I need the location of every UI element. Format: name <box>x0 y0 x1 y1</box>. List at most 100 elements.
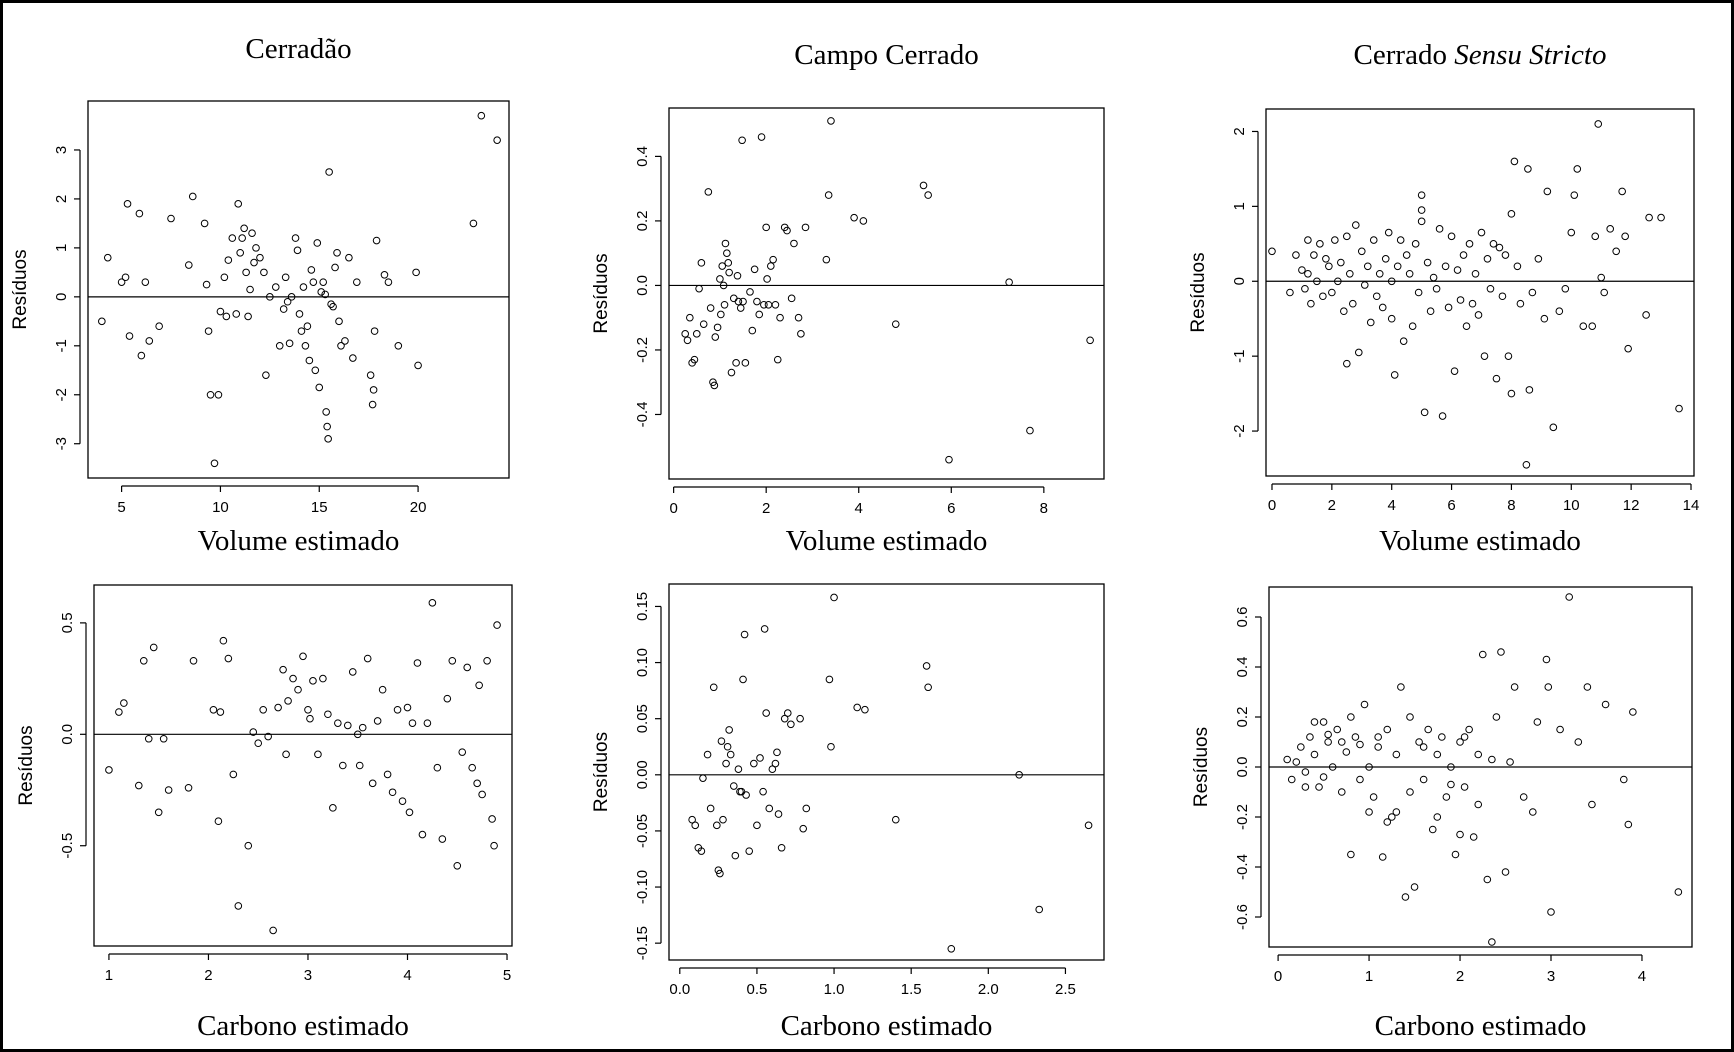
scatter-point <box>718 262 727 270</box>
y-tick-label: 0.00 <box>634 760 651 789</box>
scatter-point <box>483 656 491 665</box>
scatter-point <box>210 459 219 468</box>
scatter-point <box>859 217 868 225</box>
y-tick-label: -0.5 <box>59 833 76 859</box>
scatter-point <box>368 779 377 788</box>
scatter-point <box>307 266 316 274</box>
scatter-point <box>825 675 834 684</box>
scatter-point <box>1414 288 1423 297</box>
scatter-point <box>232 310 241 318</box>
scatter-point <box>945 455 953 464</box>
scatter-point <box>750 759 758 768</box>
panel-6: Carbono estimado Resíduos 0 1 2 3 4 -0.6 -0.4 -0.… <box>1191 586 1693 1042</box>
scatter-point <box>1438 412 1447 420</box>
scatter-point <box>1365 808 1373 816</box>
scatter-point <box>1297 743 1305 751</box>
scatter-point <box>343 721 352 730</box>
y-tick-label: -0.4 <box>1234 854 1251 880</box>
y-axis-label: Resíduos <box>591 732 612 812</box>
scatter-point <box>1392 808 1401 816</box>
scatter-point <box>254 739 263 748</box>
x-tick-label: 14 <box>1683 497 1700 514</box>
scatter-point <box>717 737 726 745</box>
scatter-point <box>1351 733 1360 741</box>
chart-title: Cerradão <box>245 33 351 65</box>
scatter-point <box>1405 269 1414 278</box>
scatter-point <box>358 723 367 732</box>
y-tick-label: -2 <box>53 388 70 401</box>
scatter-point <box>1471 269 1480 278</box>
scatter-point <box>1601 700 1610 709</box>
scatter-point <box>121 273 130 282</box>
scatter-point <box>697 259 706 267</box>
scatter-point <box>368 400 377 409</box>
scatter-point <box>1304 269 1312 278</box>
y-tick-label: 0.05 <box>634 704 651 733</box>
scatter-point <box>1447 763 1455 771</box>
scatter-point <box>1451 850 1460 859</box>
scatter-point <box>274 703 282 712</box>
scatter-point <box>729 782 738 790</box>
scatter-point <box>1410 883 1419 891</box>
scatter-point <box>285 339 294 348</box>
scatter-point <box>1606 225 1614 233</box>
scatter-point <box>348 668 357 676</box>
scatter-point <box>797 330 805 338</box>
y-tick-label: -0.10 <box>634 870 651 904</box>
scatter-point <box>271 283 280 291</box>
scatter-point <box>1441 262 1450 271</box>
scatter-point <box>305 356 314 365</box>
scatter-point <box>428 599 437 607</box>
x-tick-label: 5 <box>117 499 125 516</box>
scatter-point <box>200 219 209 228</box>
scatter-point <box>134 781 143 790</box>
scatter-point <box>1624 820 1633 829</box>
scatter-point <box>783 709 792 717</box>
scatter-point <box>1348 299 1357 308</box>
y-tick-label: 3 <box>53 146 70 154</box>
scatter-point <box>1460 733 1469 741</box>
scatter-point <box>323 422 331 431</box>
scatter-point <box>1392 750 1401 759</box>
scatter-point <box>724 259 733 267</box>
scatter-point <box>238 234 246 242</box>
scatter-point <box>1465 240 1474 248</box>
scatter-point <box>690 355 699 364</box>
y-tick-label: -3 <box>53 437 70 450</box>
scatter-point <box>324 710 332 719</box>
scatter-point <box>1456 296 1465 304</box>
scatter-point <box>287 293 296 301</box>
scatter-point <box>262 371 270 379</box>
x-tick-label: 6 <box>947 500 955 517</box>
scatter-point <box>412 268 420 277</box>
scatter-point <box>405 808 414 817</box>
scatter-point <box>1423 258 1432 267</box>
x-tick-label: 2 <box>762 500 770 517</box>
scatter-point <box>282 750 290 759</box>
scatter-point <box>802 804 811 813</box>
scatter-point <box>1417 217 1426 226</box>
scatter-point <box>1086 336 1094 345</box>
scatter-point <box>1498 292 1507 301</box>
scatter-point <box>266 293 274 301</box>
scatter-point <box>924 191 932 199</box>
scatter-point <box>723 249 731 257</box>
scatter-point <box>711 333 720 341</box>
scatter-point <box>335 317 343 326</box>
x-tick-label: 2 <box>1328 497 1336 514</box>
scatter-point <box>209 705 218 714</box>
scatter-point <box>1304 236 1312 244</box>
scatter-point <box>1363 262 1372 271</box>
scatter-point <box>240 224 248 233</box>
scatter-point <box>1390 371 1399 379</box>
y-tick-label: 0.2 <box>1234 707 1251 728</box>
scatter-point <box>139 656 148 665</box>
x-tick-label: 2 <box>204 967 212 984</box>
x-tick-label: 10 <box>212 499 229 516</box>
scatter-point <box>1406 713 1414 721</box>
scatter-point <box>301 342 310 350</box>
scatter-point <box>1401 893 1410 901</box>
scatter-point <box>1301 783 1310 791</box>
scatter-point <box>1597 273 1606 282</box>
